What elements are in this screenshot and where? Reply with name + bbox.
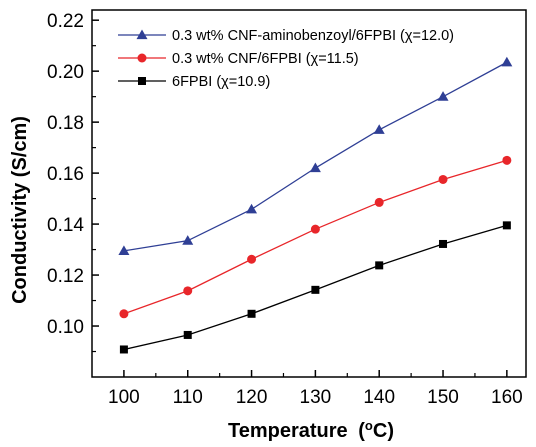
legend-entry: 0.3 wt% CNF/6FPBI (χ=11.5) <box>118 51 359 67</box>
data-point <box>247 254 257 264</box>
data-point <box>375 261 384 270</box>
data-series <box>119 155 512 319</box>
data-point <box>183 286 193 296</box>
legend: 0.3 wt% CNF-aminobenzoyl/6FPBI (χ=12.0) 0… <box>118 28 454 90</box>
data-point <box>437 91 449 101</box>
data-point <box>309 162 321 173</box>
data-point <box>119 345 128 354</box>
x-axis-title-degree: o <box>365 418 373 433</box>
data-point <box>183 330 192 339</box>
data-point <box>373 124 385 134</box>
x-axis: 100 110 120 130 140 150 160 <box>108 370 523 408</box>
y-axis: 0.10 0.12 0.14 0.16 0.18 0.20 0.22 <box>47 11 99 353</box>
data-point <box>501 56 513 67</box>
data-point <box>247 309 256 318</box>
plot-area: 0.10 0.12 0.14 0.16 0.18 0.20 0.22 100 110 120 13… <box>47 9 527 408</box>
x-axis-title-text: Temperature <box>228 420 348 442</box>
x-axis-title: Temperature (oC) <box>228 418 394 443</box>
data-point <box>374 197 384 207</box>
data-point <box>119 309 129 319</box>
series-layer <box>118 56 513 354</box>
data-series <box>119 221 511 354</box>
x-tick-label: 100 <box>108 387 140 408</box>
x-tick-label: 120 <box>236 387 268 408</box>
data-point <box>311 285 320 294</box>
x-tick-label: 110 <box>173 387 203 408</box>
series-line <box>123 61 508 252</box>
x-tick-label: 130 <box>300 387 332 408</box>
data-series <box>118 56 513 255</box>
y-tick-label: 0.12 <box>47 266 84 287</box>
legend-entry: 6FPBI (χ=10.9) <box>118 74 270 90</box>
legend-entry: 0.3 wt% CNF-aminobenzoyl/6FPBI (χ=12.0) <box>118 28 454 44</box>
legend-swatch-marker <box>137 53 147 63</box>
y-tick-label: 0.22 <box>47 11 84 32</box>
x-axis-title-unit-open: ( <box>358 420 365 442</box>
legend-swatch-marker <box>138 77 146 85</box>
y-tick-label: 0.10 <box>47 317 84 338</box>
x-tick-label: 150 <box>427 387 459 408</box>
y-tick-label: 0.16 <box>47 164 84 185</box>
y-tick-label: 0.18 <box>47 113 84 134</box>
data-point <box>502 221 511 230</box>
data-point <box>310 224 320 234</box>
legend-label: 6FPBI (χ=10.9) <box>172 74 270 90</box>
data-point <box>439 239 448 248</box>
plot-frame <box>91 9 527 378</box>
x-tick-label: 140 <box>363 387 395 408</box>
y-tick-label: 0.14 <box>47 215 84 236</box>
legend-label: 0.3 wt% CNF/6FPBI (χ=11.5) <box>172 51 359 67</box>
legend-label: 0.3 wt% CNF-aminobenzoyl/6FPBI (χ=12.0) <box>172 28 454 44</box>
y-tick-label: 0.20 <box>47 62 84 83</box>
legend-swatch-marker <box>136 29 148 40</box>
x-axis-title-unit-close: C) <box>373 420 394 442</box>
y-axis-title: Conductivity (S/cm) <box>9 116 31 304</box>
data-point <box>246 203 258 214</box>
x-tick-label: 160 <box>491 387 523 408</box>
data-point <box>118 245 130 255</box>
data-point <box>182 235 194 245</box>
data-point <box>438 174 448 184</box>
data-point <box>502 155 512 165</box>
